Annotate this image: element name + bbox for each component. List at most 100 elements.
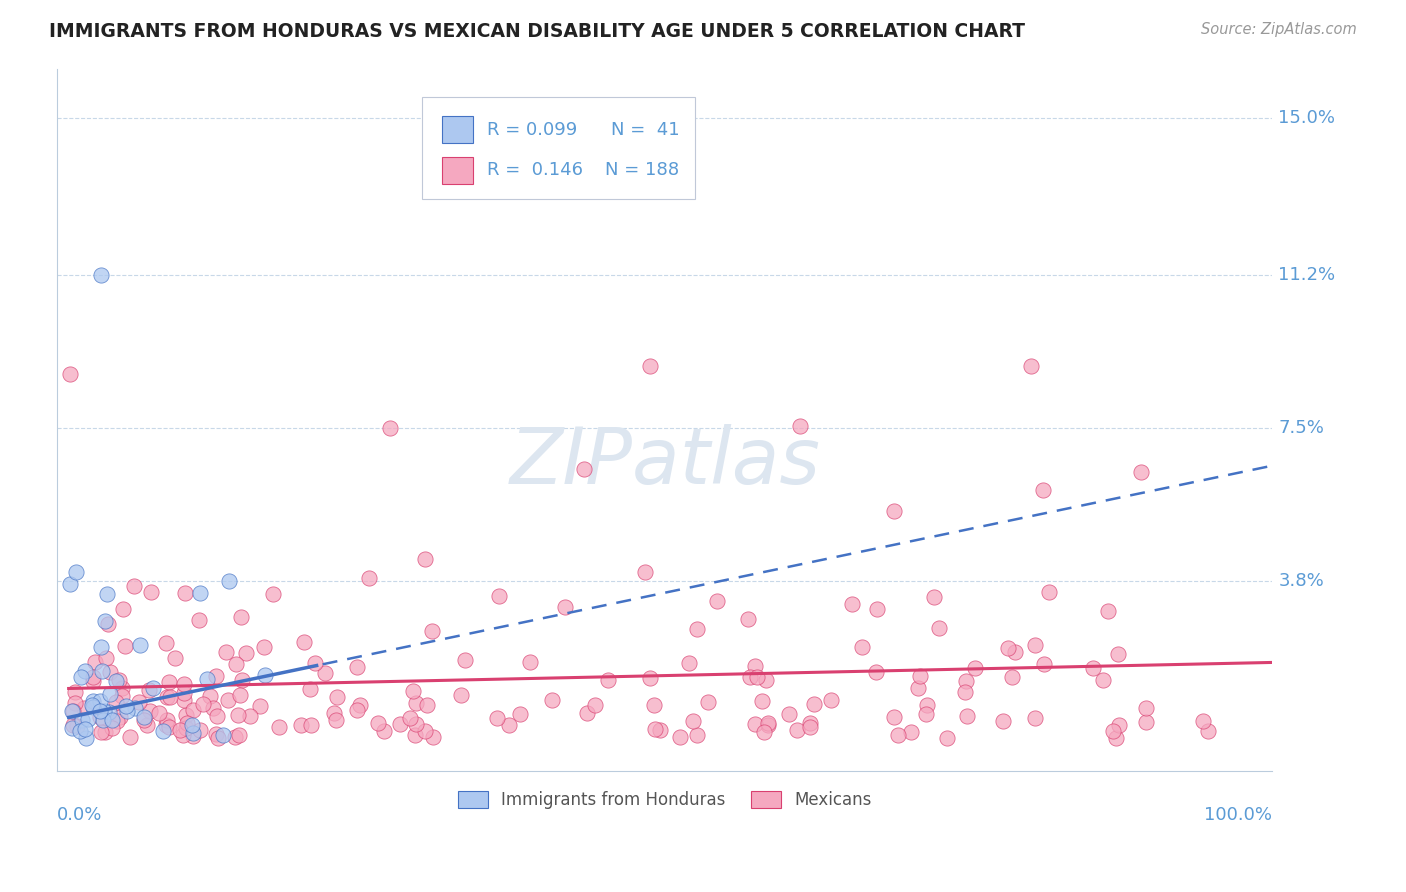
Point [207, 731, 229, 745]
Point [820, 693, 842, 707]
Point [156, 690, 179, 705]
Point [326, 690, 349, 705]
Text: 0.0%: 0.0% [58, 806, 103, 824]
Point [89, 705, 111, 719]
Point [799, 720, 821, 734]
Point [956, 709, 979, 723]
Point [789, 419, 811, 434]
Point [887, 728, 910, 742]
Point [173, 692, 195, 706]
Point [922, 590, 945, 604]
Point [799, 715, 821, 730]
Point [644, 723, 666, 737]
Point [231, 673, 253, 687]
Point [402, 683, 425, 698]
Point [91, 664, 114, 678]
Point [224, 730, 246, 744]
Point [1032, 483, 1054, 497]
Point [94, 725, 117, 739]
Point [226, 708, 249, 723]
Point [204, 669, 226, 683]
Point [82, 674, 104, 689]
Point [454, 653, 477, 667]
Point [325, 713, 347, 727]
Point [124, 700, 146, 714]
Point [174, 721, 197, 735]
Point [62, 704, 84, 718]
Point [218, 574, 240, 588]
Point [914, 707, 936, 722]
Point [155, 714, 177, 728]
Text: N = 188: N = 188 [605, 161, 679, 179]
Point [105, 714, 128, 729]
Point [190, 723, 212, 738]
Point [1024, 711, 1046, 725]
Text: IMMIGRANTS FROM HONDURAS VS MEXICAN DISABILITY AGE UNDER 5 CORRELATION CHART: IMMIGRANTS FROM HONDURAS VS MEXICAN DISA… [49, 22, 1025, 41]
Point [963, 661, 986, 675]
Point [1135, 700, 1157, 714]
Point [59, 367, 82, 381]
Point [181, 718, 204, 732]
Point [239, 708, 262, 723]
Point [152, 723, 174, 738]
Point [737, 612, 759, 626]
Point [744, 659, 766, 673]
Point [90, 640, 112, 654]
Point [1107, 648, 1129, 662]
Point [188, 614, 211, 628]
Point [118, 730, 141, 744]
Point [596, 673, 619, 687]
Point [174, 585, 197, 599]
Point [63, 685, 86, 699]
Point [101, 714, 124, 728]
Point [195, 672, 218, 686]
Point [509, 706, 531, 721]
Point [1097, 604, 1119, 618]
Point [405, 717, 427, 731]
Point [682, 714, 704, 728]
Point [98, 687, 121, 701]
Point [139, 584, 162, 599]
Point [157, 675, 180, 690]
Point [373, 723, 395, 738]
Point [756, 716, 779, 731]
Point [82, 700, 104, 714]
Point [991, 714, 1014, 728]
Point [1019, 359, 1042, 373]
Point [62, 718, 84, 732]
Point [215, 645, 238, 659]
Point [314, 665, 336, 680]
Point [755, 673, 778, 688]
Point [574, 462, 596, 476]
Point [422, 624, 444, 638]
Point [122, 579, 145, 593]
Point [1024, 638, 1046, 652]
Point [696, 695, 718, 709]
Point [269, 720, 291, 734]
Point [66, 719, 89, 733]
Point [254, 668, 277, 682]
Point [866, 601, 889, 615]
Point [1108, 718, 1130, 732]
Point [249, 699, 271, 714]
Point [304, 656, 326, 670]
FancyBboxPatch shape [422, 96, 695, 199]
Point [1032, 657, 1054, 672]
Point [778, 707, 800, 722]
Point [841, 597, 863, 611]
Point [346, 659, 368, 673]
Point [450, 688, 472, 702]
Point [128, 695, 150, 709]
Point [62, 721, 84, 735]
Point [413, 551, 436, 566]
Point [231, 610, 253, 624]
Point [686, 622, 709, 636]
Point [93, 614, 115, 628]
Point [111, 690, 134, 704]
Point [638, 671, 661, 685]
Text: R = 0.099: R = 0.099 [488, 120, 578, 138]
Point [1038, 585, 1060, 599]
Point [486, 711, 509, 725]
Point [65, 565, 87, 579]
Point [935, 731, 957, 745]
